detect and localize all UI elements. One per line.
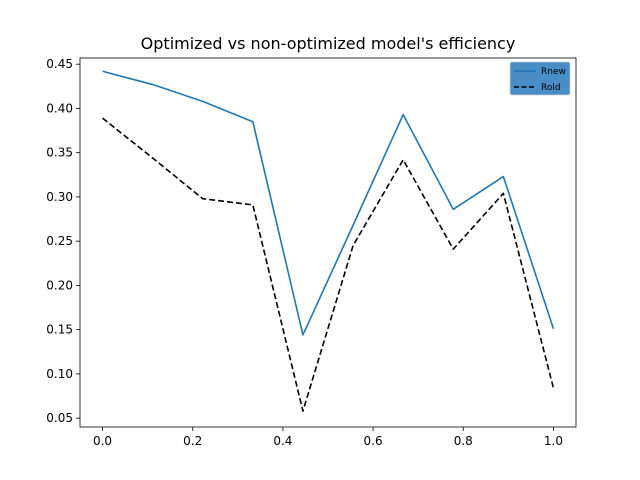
x-tick-label: 0.0 <box>93 434 112 448</box>
y-axis: 0.05 0.10 0.15 0.20 0.25 0.30 0.35 0.40 0.45 <box>46 57 80 425</box>
plot-area <box>80 58 576 427</box>
axes-border <box>79 57 577 428</box>
x-tick-label: 0.2 <box>183 434 202 448</box>
legend: Rnew Rold <box>509 61 571 96</box>
y-tick-label: 0.05 <box>46 411 73 425</box>
series-line-rold <box>102 117 555 412</box>
x-tick-label: 0.6 <box>364 434 383 448</box>
x-axis: 0.0 0.2 0.4 0.6 0.8 1.0 <box>93 427 563 448</box>
plot-background <box>80 58 576 427</box>
axes-frame <box>79 57 577 428</box>
y-tick-label: 0.15 <box>46 323 73 337</box>
y-tick-label: 0.10 <box>46 367 73 381</box>
y-tick-label: 0.40 <box>46 101 73 115</box>
y-tick-label: 0.25 <box>46 234 73 248</box>
y-tick-label: 0.35 <box>46 146 73 160</box>
legend-label-rold: Rold <box>541 83 561 93</box>
chart-title: Optimized vs non-optimized model's effic… <box>141 34 516 53</box>
legend-label-rnew: Rnew <box>541 67 566 77</box>
series-layer <box>102 70 555 412</box>
series-line-rnew <box>102 70 555 336</box>
y-tick-label: 0.45 <box>46 57 73 71</box>
x-tick-label: 0.4 <box>273 434 292 448</box>
x-tick-label: 0.8 <box>454 434 473 448</box>
x-tick-label: 1.0 <box>544 434 563 448</box>
y-tick-label: 0.20 <box>46 278 73 292</box>
y-tick-label: 0.30 <box>46 190 73 204</box>
